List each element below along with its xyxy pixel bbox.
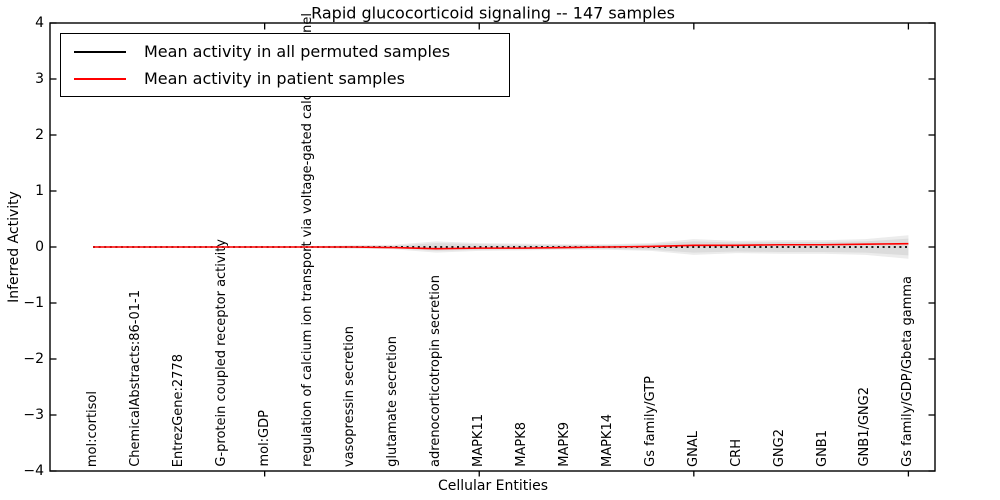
y-tick-label: −4 (23, 463, 44, 479)
x-category-label: MAPK8 (514, 422, 530, 467)
legend-entry: Mean activity in all permuted samples (74, 39, 509, 65)
x-category-label: MAPK14 (599, 413, 615, 467)
x-category-label: Gs family/GDP/Gbeta gamma (900, 276, 916, 467)
x-category-label: GNAL (685, 431, 701, 467)
x-category-label: CRH (728, 439, 744, 467)
x-axis-label: Cellular Entities (437, 478, 549, 494)
x-category-label: EntrezGene:2778 (170, 353, 186, 467)
y-tick-label: 4 (35, 15, 44, 31)
legend: Mean activity in all permuted samples Mea… (60, 33, 510, 97)
legend-label: Mean activity in all permuted samples (144, 42, 451, 61)
x-category-label: vasopressin secretion (342, 325, 358, 467)
y-axis-label: Inferred Activity (6, 191, 22, 303)
x-category-label: G-protein coupled receptor activity (213, 239, 229, 467)
x-category-label: ChemicalAbstracts:86-01-1 (127, 290, 143, 467)
y-tick-label: 1 (35, 183, 44, 199)
y-tick-label: −1 (23, 295, 44, 311)
y-tick-label: 2 (35, 127, 44, 143)
x-category-label: Gs family/GTP (642, 376, 658, 467)
legend-entry: Mean activity in patient samples (74, 66, 509, 92)
legend-line-sample (74, 77, 126, 80)
x-category-label: MAPK9 (557, 422, 573, 467)
x-category-label: MAPK11 (471, 413, 487, 467)
legend-label: Mean activity in patient samples (144, 69, 405, 88)
x-category-label: GNB1/GNG2 (857, 387, 873, 467)
x-category-label: glutamate secretion (385, 336, 401, 467)
y-tick-label: 3 (35, 71, 44, 87)
x-category-label: mol:GDP (256, 410, 272, 467)
x-category-label: GNG2 (771, 428, 787, 467)
chart-title: Rapid glucocorticoid signaling -- 147 sa… (311, 3, 675, 23)
y-tick-label: −3 (23, 407, 44, 423)
y-tick-label: 0 (35, 239, 44, 255)
x-category-label: adrenocorticotropin secretion (428, 275, 444, 467)
legend-line-sample (74, 50, 126, 53)
y-tick-label: −2 (23, 351, 44, 367)
x-category-label: GNB1 (814, 430, 830, 467)
x-category-label: mol:cortisol (85, 390, 100, 467)
